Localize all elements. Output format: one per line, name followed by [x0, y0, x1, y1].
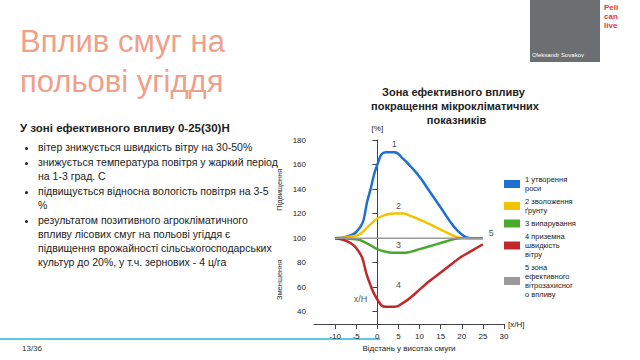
svg-text:роси: роси: [525, 184, 541, 193]
svg-text:5: 5: [396, 332, 401, 341]
html-text:Вплив смуг на польові угіддя: Вплив смуг на польові угіддя: [20, 24, 225, 99]
svg-text:покращення мікрокліматичних: покращення мікрокліматичних: [371, 100, 540, 112]
svg-text:160: 160: [293, 160, 307, 169]
svg-text:5 зона: 5 зона: [525, 263, 549, 272]
html-text:У зоні ефективного впливу 0-25: У зоні ефективного впливу 0-25(30)Н: [20, 122, 230, 134]
svg-text:ґрунту: ґрунту: [525, 206, 548, 215]
svg-text:60: 60: [297, 283, 306, 292]
html-text:Peli: Peli: [604, 3, 619, 12]
svg-text:140: 140: [293, 185, 307, 194]
svg-text:15: 15: [436, 332, 445, 341]
svg-text:ефективного: ефективного: [525, 272, 572, 281]
svg-text:2: 2: [396, 201, 401, 211]
svg-text:5: 5: [489, 228, 494, 238]
html-text:can: can: [604, 12, 618, 21]
svg-text:25: 25: [478, 332, 487, 341]
svg-text:Зменшення: Зменшення: [275, 260, 284, 301]
svg-text:1: 1: [392, 139, 397, 149]
svg-text:вітру: вітру: [525, 250, 542, 259]
svg-text:швидкість: швидкість: [525, 241, 562, 250]
svg-text:80: 80: [297, 258, 306, 267]
html-text:Oleksandr Sovakov: Oleksandr Sovakov: [532, 52, 584, 58]
svg-text:[%]: [%]: [372, 124, 384, 133]
svg-text:120: 120: [293, 209, 307, 218]
svg-text:Зона ефективного впливу: Зона ефективного впливу: [382, 86, 528, 98]
svg-text:2 зволоження: 2 зволоження: [525, 197, 575, 206]
svg-text:-10: -10: [329, 332, 341, 341]
svg-text:о впливу: о впливу: [525, 290, 556, 299]
svg-text:4: 4: [396, 280, 401, 290]
svg-text:x/H: x/H: [354, 294, 368, 304]
svg-text:0: 0: [375, 332, 380, 341]
svg-text:показників: показників: [424, 114, 487, 126]
svg-text:вітрозахисног: вітрозахисног: [525, 281, 573, 290]
svg-text:1 утворення: 1 утворення: [525, 175, 569, 184]
svg-text:Відстань у висотах смуги: Відстань у висотах смуги: [362, 344, 455, 353]
svg-text:20: 20: [457, 332, 466, 341]
svg-text:10: 10: [415, 332, 424, 341]
svg-text:40: 40: [297, 307, 306, 316]
html-text:вітер знижується швидкість віт: вітер знижується швидкість вітру на 30-5…: [38, 141, 253, 153]
svg-text:100: 100: [293, 234, 307, 243]
html-text:live: live: [604, 21, 618, 30]
svg-text:3 випарування: 3 випарування: [525, 219, 576, 228]
html-text:знижується температура повітря: знижується температура повітря у жаркий …: [38, 156, 278, 182]
svg-text:4 приземна: 4 приземна: [525, 232, 567, 241]
html-text:підвищується відносна вологіст: підвищується відносна вологість повітря …: [38, 185, 269, 211]
html-text:результатом позитивного агрокл: результатом позитивного агрокліматичного…: [38, 214, 272, 268]
svg-text:180: 180: [293, 136, 307, 145]
svg-text:-5: -5: [353, 332, 361, 341]
svg-text:[x/H]: [x/H]: [508, 320, 524, 329]
svg-text:30: 30: [500, 332, 509, 341]
svg-text:Підвищення: Підвищення: [275, 169, 284, 211]
html-text:13/36: 13/36: [22, 344, 42, 353]
svg-text:3: 3: [396, 240, 401, 250]
